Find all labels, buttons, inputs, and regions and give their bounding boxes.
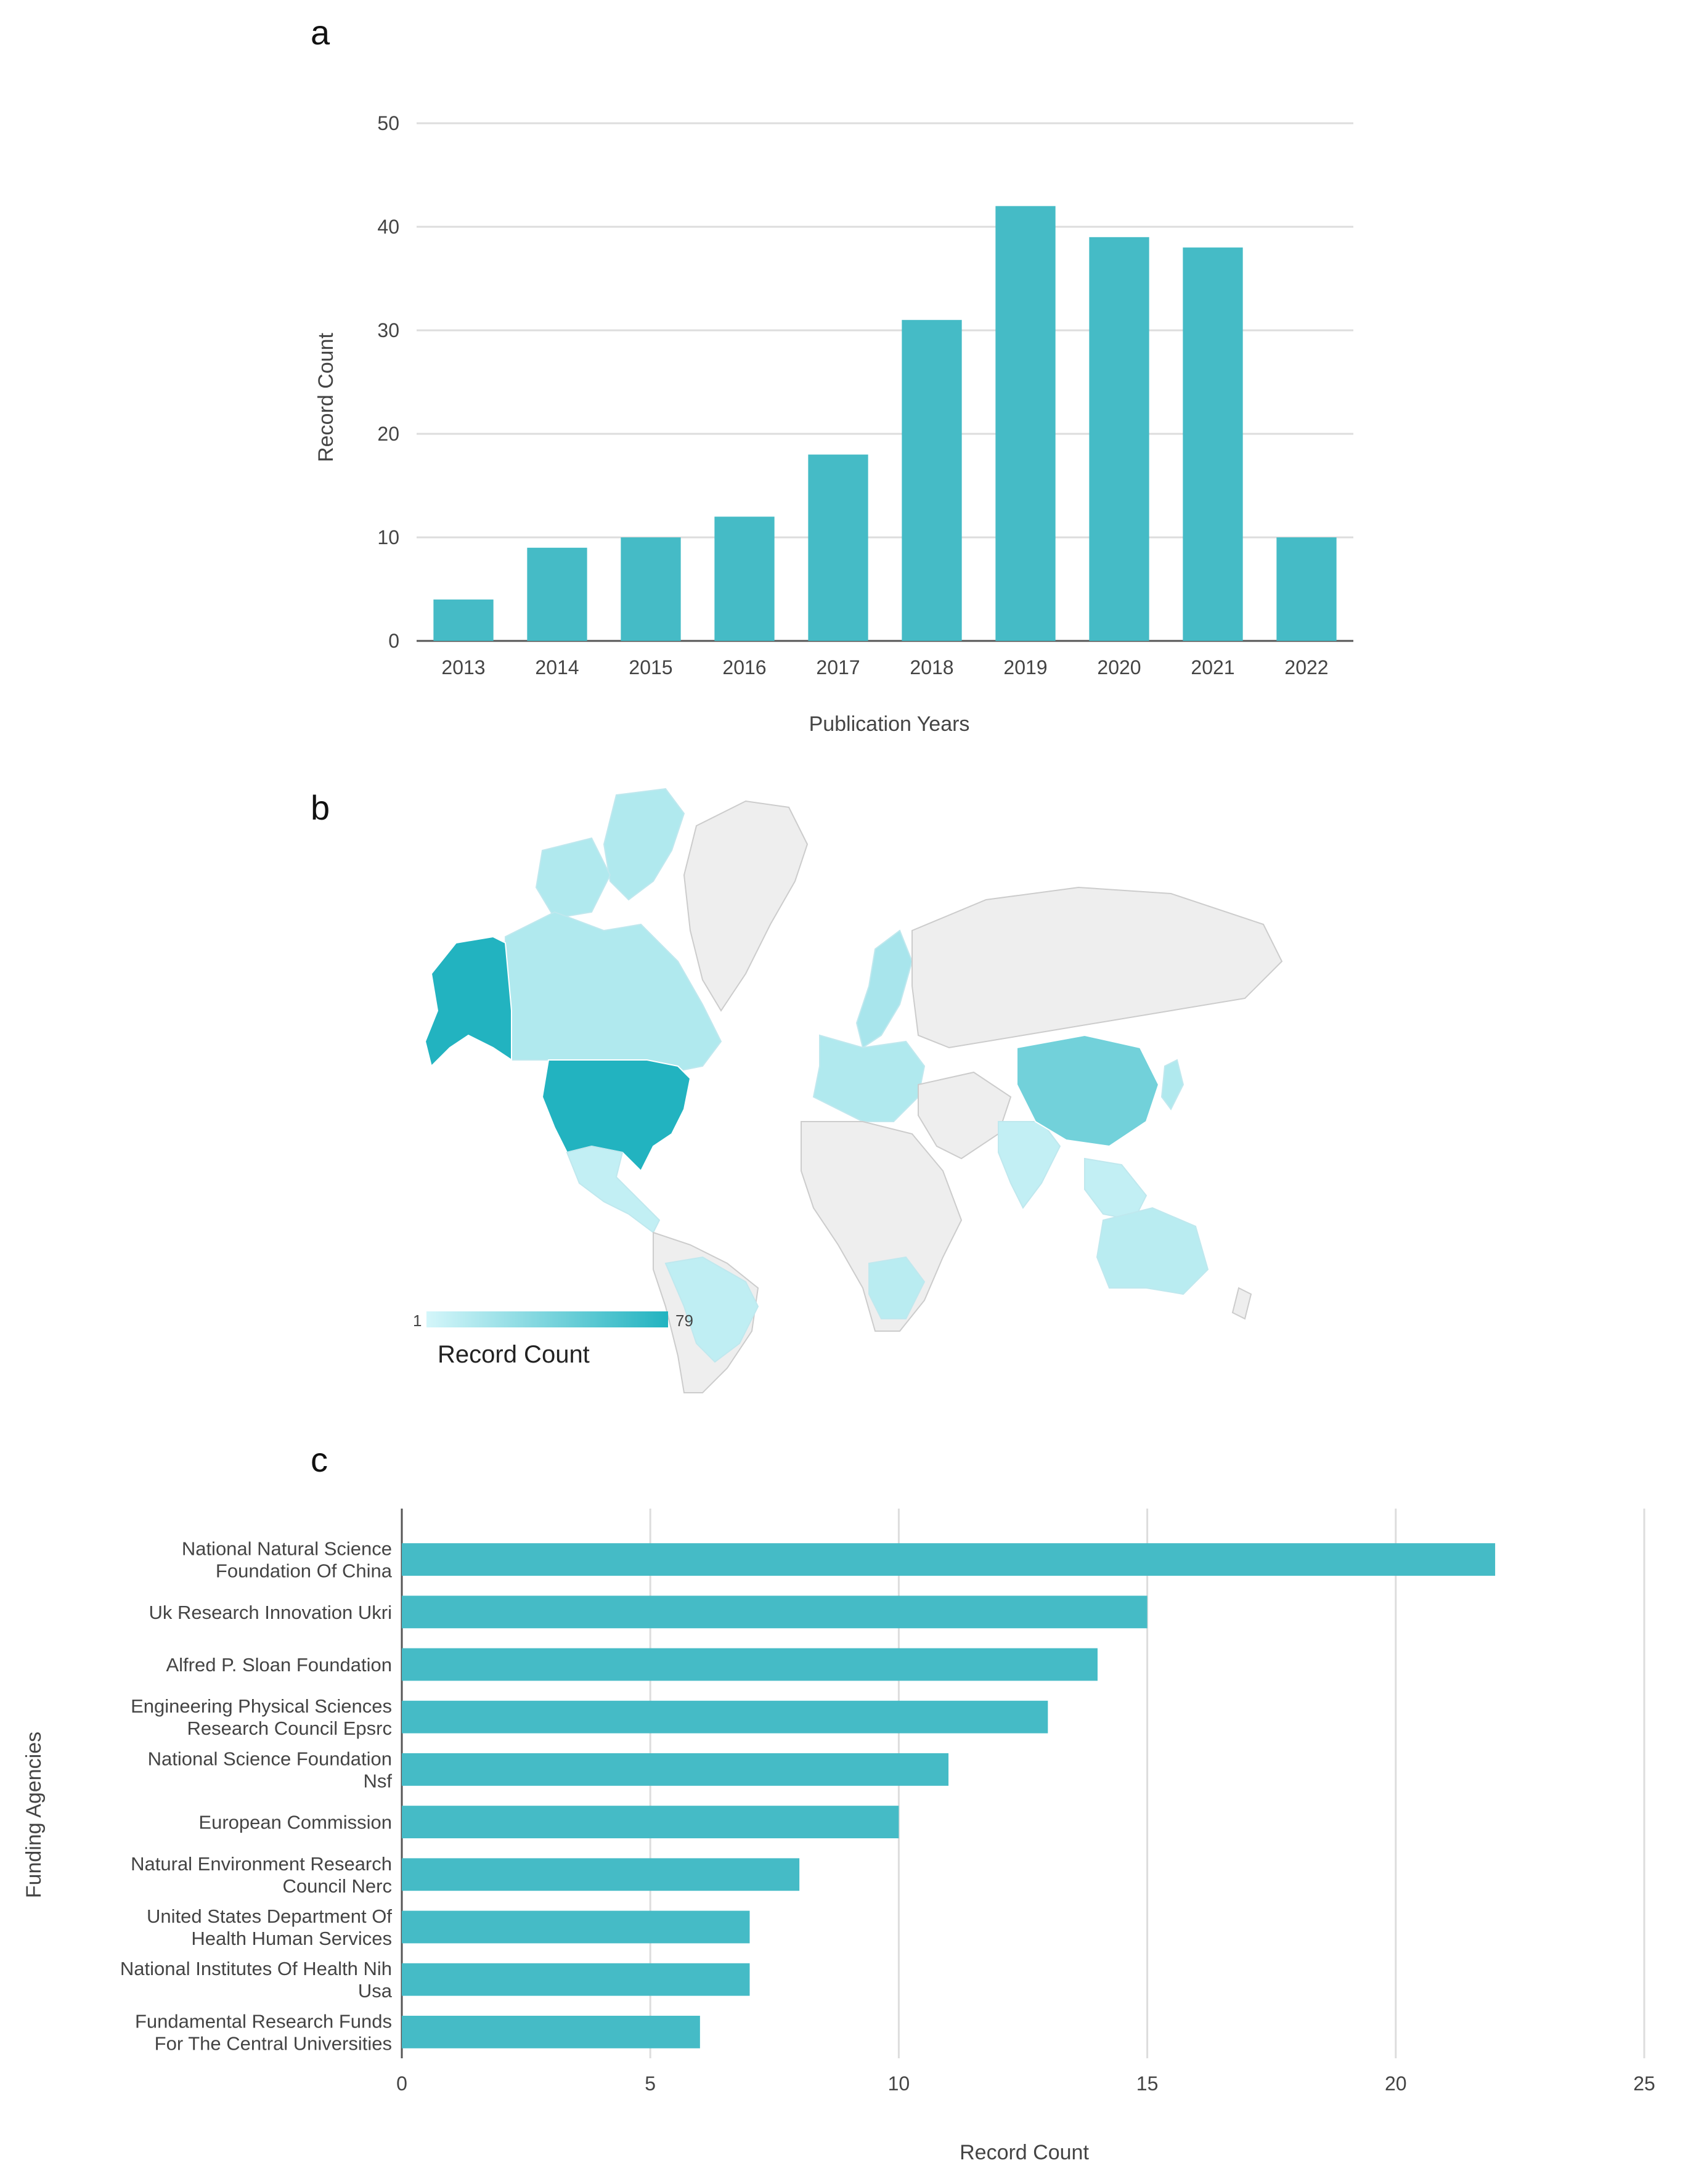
bars	[433, 206, 1337, 642]
y-axis-label: Record Count	[314, 333, 338, 462]
bar-funding-agency	[402, 1543, 1496, 1576]
x-tick-label: 10	[888, 2072, 910, 2095]
panel-letter-c: c	[311, 1440, 328, 1479]
y-tick-label: 0	[388, 630, 399, 652]
legend-gradient-bar	[426, 1311, 668, 1327]
x-tick-label: 2016	[722, 656, 766, 678]
x-tick-label: 25	[1633, 2072, 1655, 2095]
category-label: Engineering Physical Sciences	[131, 1695, 392, 1717]
category-label: Fundamental Research Funds	[135, 2010, 392, 2032]
map-region-mexico	[566, 1145, 661, 1234]
panel-letter-b: b	[311, 788, 330, 827]
publication-years-chart: 0 10 20 30 40 50 2013 2014 2015 2016 2017 2018 2019…	[314, 112, 1353, 736]
bar-funding-agency	[402, 1806, 899, 1839]
x-tick-labels: 2013 2014 2015 2016 2017 2018 2019 2020 2021 2022	[441, 656, 1328, 678]
bar-2017	[808, 454, 868, 641]
category-label: Council Nerc	[283, 1875, 392, 1897]
bar-2015	[621, 537, 681, 641]
bars	[402, 1543, 1496, 2048]
map-region-alaska	[424, 935, 512, 1067]
y-tick-label: 30	[377, 319, 399, 341]
x-tick-label: 5	[645, 2072, 656, 2095]
map-region-canada	[505, 911, 722, 1086]
category-label: Nsf	[364, 1770, 393, 1791]
x-tick-label: 2014	[535, 656, 579, 678]
bar-2022	[1276, 537, 1337, 641]
bar-funding-agency	[402, 2015, 700, 2048]
map-region-united-states	[541, 1059, 691, 1172]
x-tick-label: 2021	[1191, 656, 1234, 678]
category-label: For The Central Universities	[155, 2032, 392, 2054]
x-axis-label: Record Count	[960, 2141, 1089, 2164]
bar-2020	[1089, 237, 1149, 641]
bar-funding-agency	[402, 1910, 750, 1944]
map-region-southern-africa	[868, 1256, 926, 1319]
x-tick-labels: 0 5 10 15 20 25	[396, 2072, 1655, 2095]
map-region-brazil	[664, 1256, 759, 1363]
map-region-europe	[812, 1034, 926, 1122]
bar-2018	[902, 320, 962, 641]
x-axis-label: Publication Years	[809, 712, 970, 736]
y-tick-label: 50	[377, 112, 399, 134]
map-region-india	[998, 1121, 1061, 1209]
category-label: National Institutes Of Health Nih	[120, 1958, 392, 1979]
map-region-southeast-asia	[1084, 1157, 1148, 1221]
map-region-australia	[1096, 1207, 1209, 1295]
y-tick-label: 40	[377, 216, 399, 238]
bar-2014	[527, 547, 587, 641]
panel-letter-a: a	[311, 13, 330, 52]
y-tick-label: 20	[377, 423, 399, 445]
category-label: National Natural Science	[182, 1538, 392, 1560]
x-tick-label: 2015	[629, 656, 672, 678]
bar-2013	[433, 599, 494, 641]
map-region-japan	[1160, 1059, 1184, 1110]
map-region-arctic-islands	[535, 837, 611, 919]
x-tick-label: 0	[396, 2072, 407, 2095]
map-region-russia	[911, 886, 1283, 1049]
x-tick-label: 2020	[1097, 656, 1141, 678]
category-label: Alfred P. Sloan Foundation	[166, 1654, 392, 1676]
category-label: Health Human Services	[191, 1928, 392, 1949]
bar-funding-agency	[402, 1753, 949, 1786]
map-region-china	[1016, 1034, 1160, 1147]
x-tick-label: 2022	[1284, 656, 1328, 678]
x-tick-label: 15	[1136, 2072, 1159, 2095]
bar-funding-agency	[402, 1963, 750, 1996]
bar-2016	[714, 516, 775, 641]
world-map: 1 79	[413, 788, 1283, 1393]
category-label: National Science Foundation	[148, 1748, 392, 1769]
category-label: Uk Research Innovation Ukri	[149, 1602, 392, 1623]
y-tick-labels: 0 10 20 30 40 50	[377, 112, 399, 652]
category-label: Natural Environment Research	[131, 1853, 392, 1875]
bar-funding-agency	[402, 1700, 1048, 1734]
category-label: European Commission	[198, 1812, 392, 1833]
map-region-greenland	[683, 800, 809, 1012]
bar-funding-agency	[402, 1648, 1098, 1681]
x-tick-label: 2017	[816, 656, 860, 678]
bar-funding-agency	[402, 1858, 800, 1891]
y-tick-label: 10	[377, 526, 399, 548]
legend-min: 1	[413, 1311, 422, 1330]
map-region-scandinavia	[855, 929, 913, 1049]
category-label: United States Department Of	[147, 1905, 392, 1927]
legend-max: 79	[675, 1311, 693, 1330]
category-label: Foundation Of China	[216, 1560, 393, 1582]
x-tick-label: 2018	[910, 656, 953, 678]
bar-2019	[995, 206, 1056, 641]
legend-title: Record Count	[438, 1341, 590, 1368]
map-region-middle-east	[918, 1071, 1012, 1160]
x-tick-label: 2019	[1003, 656, 1047, 678]
map-region-arctic-canada	[603, 788, 685, 901]
category-label: Research Council Epsrc	[187, 1717, 392, 1739]
category-label: Usa	[358, 1980, 393, 2002]
map-region-new-zealand	[1231, 1287, 1252, 1320]
x-tick-label: 2013	[441, 656, 485, 678]
x-tick-label: 20	[1385, 2072, 1407, 2095]
y-axis-label: Funding Agencies	[22, 1732, 46, 1898]
bar-2021	[1183, 247, 1243, 642]
bar-funding-agency	[402, 1595, 1148, 1629]
